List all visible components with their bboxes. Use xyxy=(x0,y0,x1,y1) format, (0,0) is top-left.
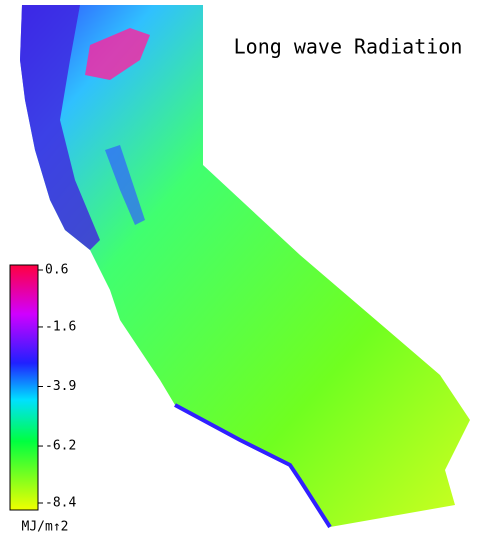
colorbar-tick-label: 0.6 xyxy=(45,263,68,278)
coastal-range xyxy=(20,5,100,250)
mountain-patch xyxy=(85,28,150,80)
south-coast xyxy=(174,403,332,529)
colorbar-tick-label: -6.2 xyxy=(45,439,76,454)
map-title: Long wave Radiation xyxy=(234,35,463,59)
colorbar-unit: MJ/m↑2 xyxy=(22,520,69,535)
colorbar xyxy=(9,264,39,511)
colorbar-tick-label: -8.4 xyxy=(45,496,76,511)
colorbar-tick-label: -3.9 xyxy=(45,379,76,394)
colorbar-tick-label: -1.6 xyxy=(45,319,76,334)
california-shape xyxy=(20,5,470,527)
valley-streak xyxy=(105,145,145,225)
